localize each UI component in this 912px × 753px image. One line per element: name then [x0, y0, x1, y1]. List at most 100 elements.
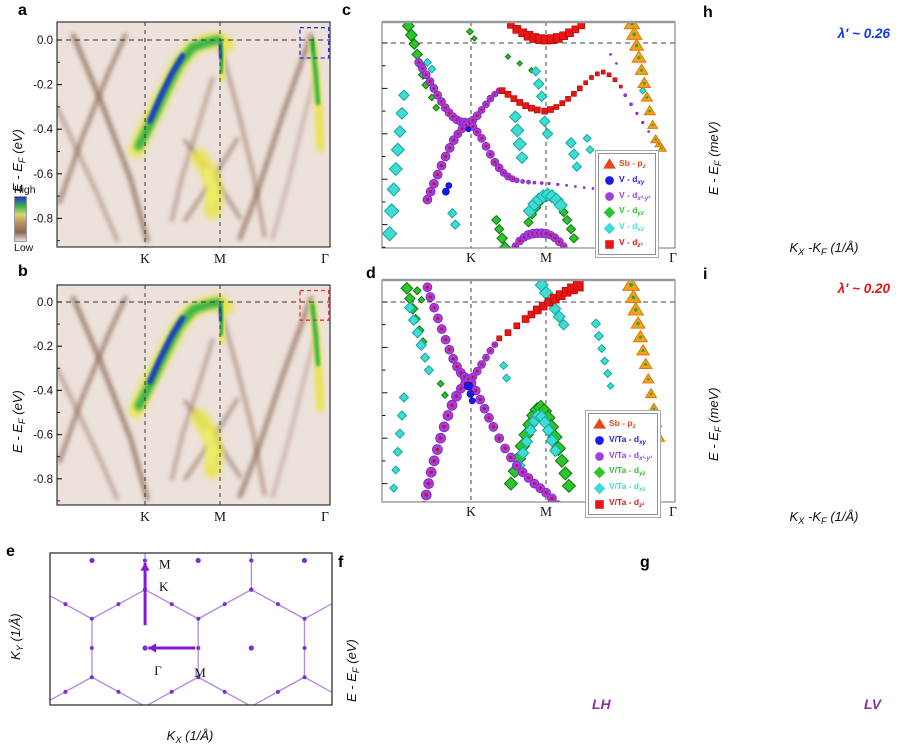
colorbar-high-label: High: [14, 184, 36, 196]
legend-label: V - dz²: [619, 237, 643, 249]
panel-h: h E - EF (meV) KX -KF (1/Å) λ' ~ 0.26: [700, 0, 912, 263]
panel-e-plot: MKΓ M: [49, 552, 333, 706]
tick-label: -0.4: [33, 124, 53, 136]
y-axis-label-i: E - EF (meV): [706, 387, 723, 461]
tick-label: -0.6: [33, 430, 53, 442]
tick-label: Γ: [321, 509, 329, 524]
mode-label-lh: LH: [592, 696, 611, 712]
mode-label-lv: LV: [864, 696, 882, 712]
legend-label: V/Ta - dxz: [609, 481, 646, 494]
panel-label-a: a: [18, 2, 27, 19]
panel-label-i: i: [703, 266, 708, 283]
legend-item: V - dyz: [603, 204, 650, 220]
bz-point-label: M: [159, 556, 171, 571]
panel-i: i E - EF (meV) KX -KF (1/Å) λ' ~ 0.20: [700, 263, 912, 526]
scatter-series: [382, 22, 668, 248]
y-axis-label-f: E - EF (eV): [344, 639, 361, 702]
y-ticks: [382, 42, 388, 248]
panel-d: d Sb - pz V/Ta - dxy V/Ta - dx²-y² V/Ta - d…: [340, 263, 700, 519]
panel-label-e: e: [6, 543, 15, 560]
legend-label: V/Ta - dz²: [609, 497, 645, 509]
tick-label: -0.2: [33, 80, 53, 92]
tick-label: -0.8: [33, 213, 53, 225]
legend-item: Sb - pz: [593, 417, 652, 433]
legend-item: Sb - pz: [603, 157, 650, 173]
bz-point-label: M: [194, 665, 206, 680]
tick-label: Γ: [321, 251, 329, 266]
y-ticks: 0.0 -0.2 -0.4 -0.6 -0.8: [33, 35, 62, 242]
tick-label: -0.4: [33, 385, 53, 397]
tick-label: Γ: [669, 250, 677, 265]
legend-item: V/Ta - dxz: [593, 480, 652, 496]
bz-point-label: Γ: [154, 663, 162, 678]
series-VTa-dx2y2: [420, 282, 562, 502]
x-axis-label-i: KX -KF (1/Å): [789, 509, 859, 526]
series-Sb-pz: [621, 280, 666, 442]
panel-label-b: b: [18, 263, 28, 280]
legend-item: V/Ta - dz²: [594, 496, 652, 512]
y-axis-label-b: E - EF (eV): [10, 390, 27, 453]
panel-a: a E - EF (eV) High Low 0.0 -0.2 -0.4 -0.6 -0…: [0, 0, 340, 266]
panel-a-plot: 0.0 -0.2 -0.4 -0.6 -0.8 K M Γ: [33, 21, 331, 266]
tick-label: M: [540, 504, 552, 519]
legend-label: V - dyz: [619, 205, 644, 218]
bz-point-label: K: [159, 579, 169, 594]
panel-label-d: d: [366, 265, 376, 282]
panel-label-g: g: [640, 554, 650, 571]
tick-label: K: [140, 509, 150, 524]
tick-label: M: [214, 251, 226, 266]
panel-b-plot: 0.0 -0.2 -0.4 -0.6 -0.8 K M Γ: [33, 284, 331, 524]
legend-item: V - dx²-y²: [604, 189, 650, 205]
legend-d: Sb - pz V/Ta - dxy V/Ta - dx²-y² V/Ta - dyz…: [586, 411, 660, 517]
colorbar-gradient: [14, 196, 27, 242]
series-VTa-dz2: [496, 280, 584, 342]
tick-label: K: [466, 250, 476, 265]
tick-label: Γ: [669, 504, 677, 519]
legend-label: V/Ta - dxy: [609, 433, 646, 446]
tick-label: K: [140, 251, 150, 266]
series-VTa-dxy: [464, 381, 476, 405]
legend-item: V - dxy: [604, 173, 650, 189]
panels-f-g-group: f g E - EF (eV) LH LV: [270, 480, 912, 753]
bz-lattice: [50, 553, 332, 705]
legend-item: V/Ta - dxy: [594, 433, 652, 449]
legend-item: V - dxz: [603, 220, 650, 236]
legend-item: V/Ta - dyz: [593, 464, 652, 480]
legend-label: V - dx²-y²: [619, 189, 651, 202]
tick-label: -0.8: [33, 474, 53, 486]
tick-label: 0.0: [37, 297, 53, 309]
x-axis-label-h: KX -KF (1/Å): [789, 240, 859, 257]
series-VTa-dxz: [389, 280, 615, 493]
tick-label: M: [214, 509, 226, 524]
bz-arrows: MKΓ M: [140, 556, 206, 680]
x-axis-label-e: KX (1/Å): [166, 728, 214, 745]
lambda-value-h: λ' ~ 0.26: [837, 26, 890, 41]
legend-item: V/Ta - dx²-y²: [594, 449, 652, 465]
series-V-dxz: [382, 57, 647, 242]
series-V-dxy: [442, 126, 472, 196]
y-axis-label-h: E - EF (meV): [706, 121, 723, 195]
legend-label: Sb - pz: [619, 158, 646, 170]
colorbar-low-label: Low: [14, 242, 34, 254]
y-axis-label-a: E - EF (eV): [10, 129, 27, 192]
axes: [56, 21, 331, 248]
lambda-value-i: λ' ~ 0.20: [837, 281, 890, 296]
legend-label: V/Ta - dyz: [609, 465, 646, 478]
panel-b: b E - EF (eV) 0.0 -0.2 -0.4 -0.6 -0.8 K M Γ: [0, 263, 340, 525]
legend-label: Sb - pz: [609, 418, 636, 430]
colorbar: High Low: [14, 184, 36, 254]
tick-label: M: [540, 250, 552, 265]
panel-label-f: f: [338, 554, 344, 571]
legend-c: Sb - pz V - dxy V - dx²-y² V - dyz V - dxz V …: [595, 151, 659, 257]
legend-label: V/Ta - dx²-y²: [609, 449, 652, 462]
y-ticks: 0.0 -0.2 -0.4 -0.6 -0.8: [33, 297, 62, 502]
panel-c: c Sb - pz V - dxy V - dx²-y² V - dyz V - dxz…: [340, 0, 700, 265]
zoom-box: [299, 26, 330, 59]
panel-label-h: h: [703, 4, 713, 21]
legend-label: V - dxz: [619, 221, 644, 234]
